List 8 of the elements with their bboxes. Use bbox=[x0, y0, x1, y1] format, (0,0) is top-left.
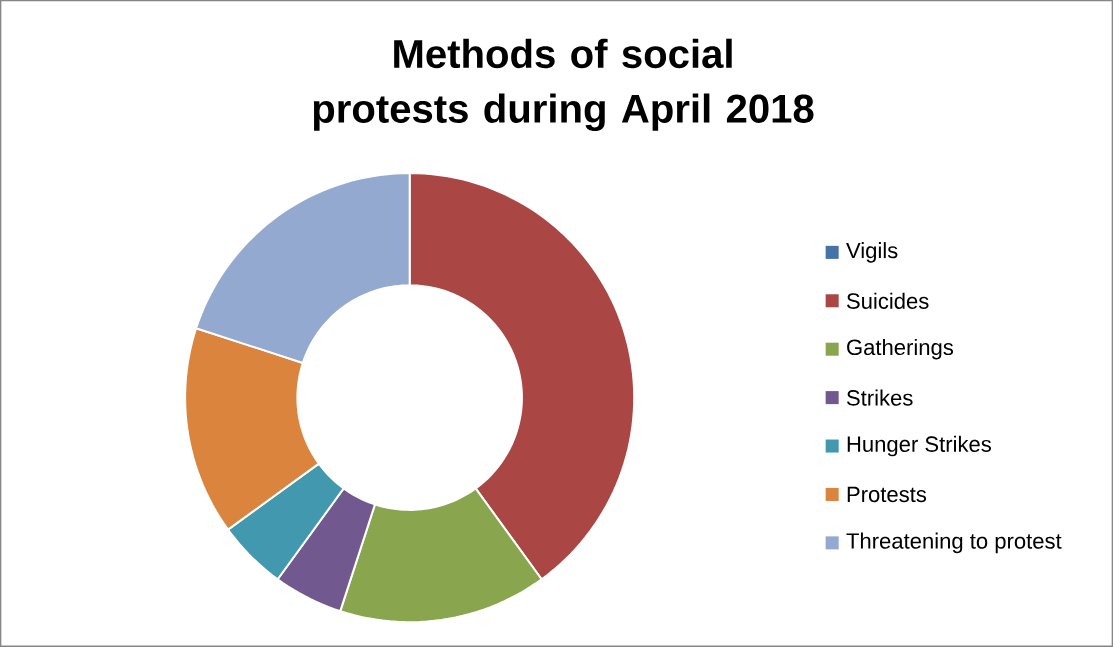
legend-label: Protests bbox=[847, 486, 927, 503]
legend-label: Gatherings bbox=[847, 338, 954, 360]
chart-title: Methods of social protests during April 2018 bbox=[313, 38, 814, 132]
legend-label: Hunger Strikes bbox=[847, 435, 991, 457]
legend-label: Vigils bbox=[846, 242, 898, 263]
legend-label: Suicides bbox=[846, 292, 929, 309]
legend-label: Threatening to protest bbox=[846, 532, 1062, 554]
legend-label: Strikes bbox=[846, 389, 913, 406]
